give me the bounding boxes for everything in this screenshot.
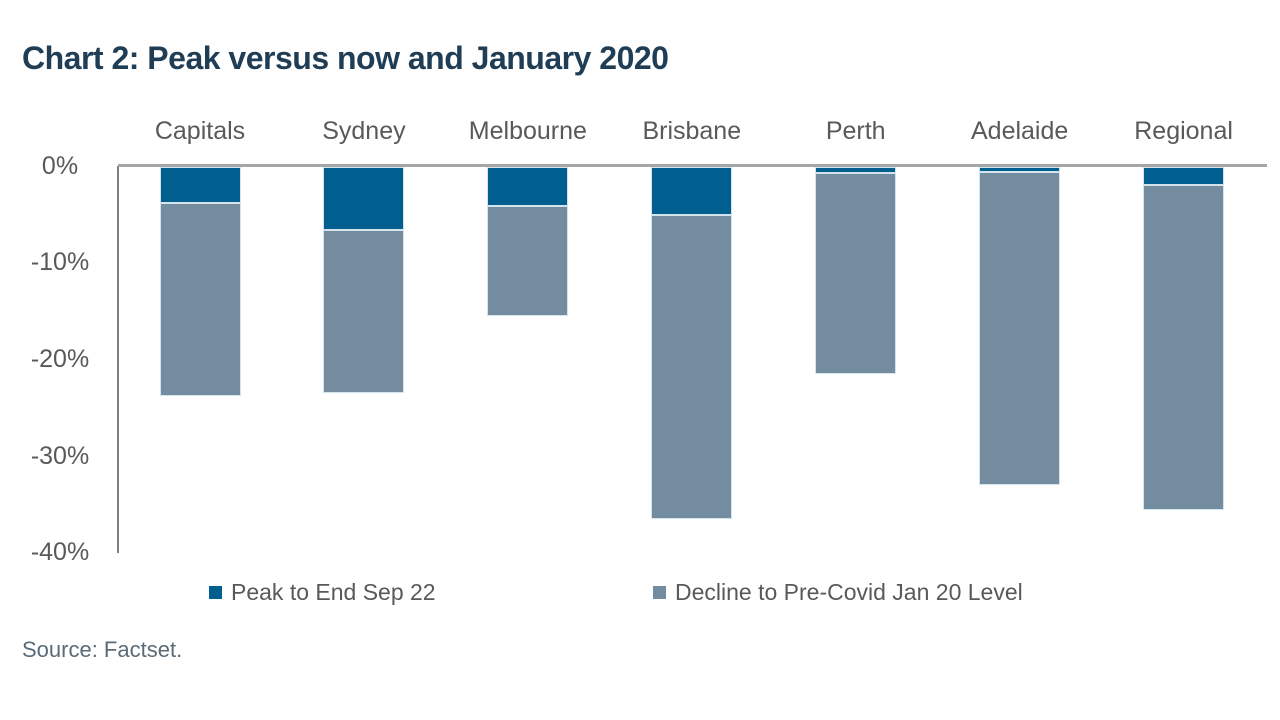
bar-segment-decline-capitals [159,202,241,397]
bar-segment-peak-brisbane [651,167,733,216]
bar-segment-decline-sydney [323,229,405,394]
y-tick-label: -10% [30,248,90,277]
bar-segment-peak-regional [1143,167,1225,186]
bar-segment-decline-perth [815,172,897,374]
legend-item-decline: Decline to Pre-Covid Jan 20 Level [653,578,1023,606]
legend-label-peak: Peak to End Sep 22 [231,578,436,605]
bar-segment-peak-perth [815,167,897,173]
chart-title: Chart 2: Peak versus now and January 202… [22,40,669,76]
category-label-capitals: Capitals [154,117,246,145]
source-note: Source: Factset. [22,637,183,662]
zero-baseline [118,164,1267,167]
category-label-sydney: Sydney [322,117,406,145]
y-tick-label: -40% [30,538,90,567]
category-label-regional: Regional [1134,117,1233,145]
legend-swatch-peak-icon [209,585,222,599]
legend-item-peak: Peak to End Sep 22 [209,578,436,606]
legend-swatch-decline-icon [653,585,666,599]
category-label-melbourne: Melbourne [468,117,587,145]
bar-segment-decline-regional [1143,185,1225,511]
category-label-perth: Perth [825,117,886,145]
bar-segment-decline-melbourne [487,205,569,316]
bar-segment-peak-sydney [323,167,405,230]
bar-segment-decline-adelaide [979,171,1061,486]
y-axis-line [117,166,119,553]
bar-segment-decline-brisbane [651,215,733,520]
bar-segment-peak-adelaide [979,167,1061,172]
y-tick-label: 0% [41,151,79,180]
bar-segment-peak-melbourne [487,167,569,206]
category-label-adelaide: Adelaide [970,117,1069,145]
y-tick-label: -30% [30,441,90,470]
category-label-brisbane: Brisbane [642,117,742,145]
legend-label-decline: Decline to Pre-Covid Jan 20 Level [675,578,1023,605]
bar-segment-peak-capitals [159,167,241,203]
y-tick-label: -20% [30,344,90,373]
